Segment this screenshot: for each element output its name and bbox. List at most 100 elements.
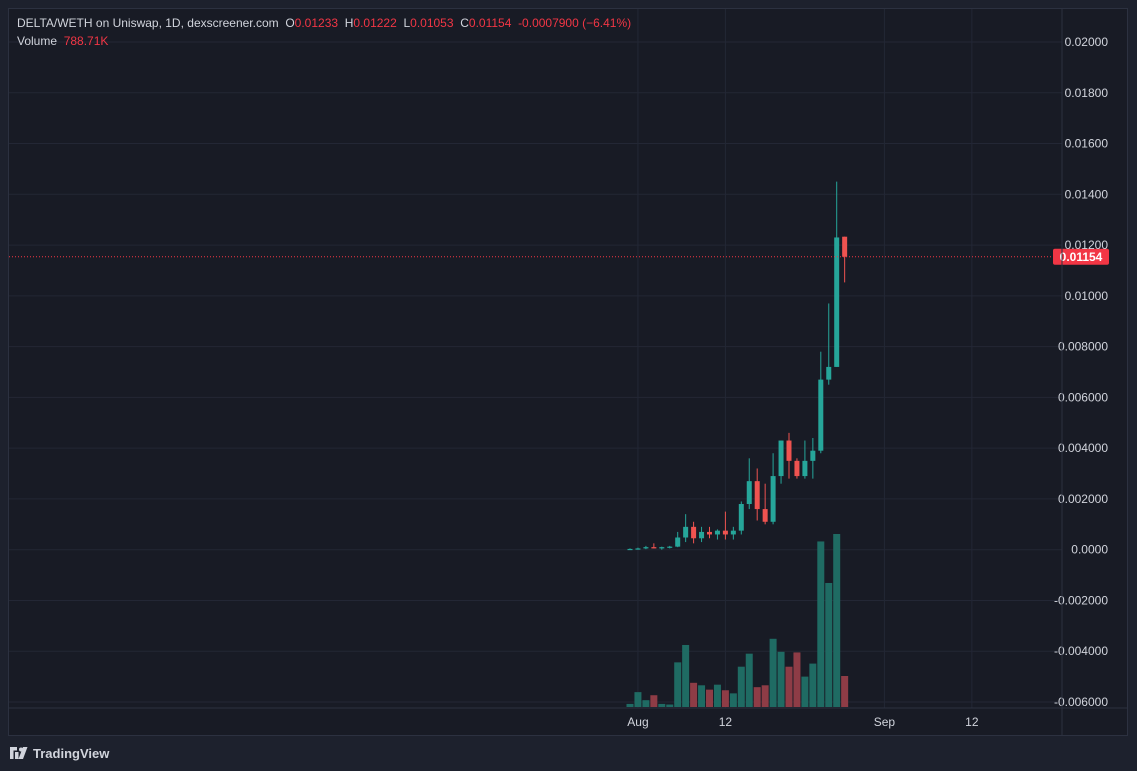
candle-body bbox=[643, 547, 649, 549]
candle-body bbox=[651, 547, 657, 549]
y-tick-label: 0.02000 bbox=[1065, 35, 1109, 49]
y-tick-label: -0.006000 bbox=[1054, 695, 1108, 709]
candle-body bbox=[691, 526, 697, 539]
candle-body bbox=[778, 440, 784, 477]
y-tick-label: -0.002000 bbox=[1054, 593, 1108, 607]
candle-body bbox=[627, 548, 633, 551]
candle-body bbox=[667, 546, 673, 548]
candle-body bbox=[722, 530, 728, 535]
volume-bar bbox=[753, 687, 761, 707]
y-tick-label: 0.002000 bbox=[1058, 492, 1108, 506]
volume-bar bbox=[690, 682, 698, 707]
candle-body bbox=[786, 440, 792, 461]
y-tick-label: 0.01200 bbox=[1065, 238, 1109, 252]
candle-body bbox=[794, 460, 800, 477]
volume-bar bbox=[626, 703, 634, 707]
candlestick-chart[interactable]: 0.01154 0.02000 0.01800 0.01600 0.01400 0.01… bbox=[8, 8, 1128, 736]
volume-bar bbox=[833, 534, 841, 707]
candle-body bbox=[738, 504, 744, 531]
candle-body bbox=[802, 460, 808, 477]
candle-body bbox=[762, 509, 768, 522]
volume-bar bbox=[666, 704, 674, 707]
chart-frame bbox=[8, 8, 1128, 736]
candle-body bbox=[707, 531, 712, 535]
y-tick-label: 0.006000 bbox=[1058, 390, 1108, 404]
open-value: 0.01233 bbox=[294, 16, 339, 30]
high-value: 0.01222 bbox=[353, 16, 397, 30]
candle-body bbox=[746, 481, 752, 504]
change-value: -0.0007900 (−6.41%) bbox=[518, 16, 632, 30]
volume-legend: Volume 788.71K bbox=[17, 34, 108, 48]
close-value: 0.01154 bbox=[468, 16, 512, 30]
volume-bar bbox=[658, 703, 666, 707]
tradingview-logo-icon bbox=[10, 747, 28, 759]
open-label: O bbox=[285, 16, 295, 30]
y-tick-label: 0.008000 bbox=[1058, 340, 1108, 354]
volume-bar bbox=[706, 689, 713, 707]
volume-bar bbox=[634, 692, 642, 707]
pair-title: DELTA/WETH on Uniswap, 1D, dexscreener.c… bbox=[17, 16, 279, 30]
tradingview-logo-text: TradingView bbox=[33, 745, 110, 761]
candle-body bbox=[635, 548, 641, 550]
volume-bar bbox=[825, 582, 833, 707]
volume-bar bbox=[841, 675, 849, 707]
candle-body bbox=[770, 476, 776, 522]
candle-body bbox=[754, 481, 760, 510]
volume-bar bbox=[793, 652, 801, 707]
volume-bar bbox=[785, 666, 793, 707]
candle-body bbox=[826, 366, 832, 380]
volume-bar bbox=[729, 693, 737, 707]
last-price-tag bbox=[1053, 248, 1109, 265]
candle-body bbox=[810, 450, 816, 461]
x-tick-label: Aug bbox=[627, 715, 648, 729]
axes: 0.02000 0.01800 0.01600 0.01400 0.01200 0.010… bbox=[9, 9, 1127, 735]
candle-body bbox=[675, 537, 681, 547]
candles[interactable] bbox=[627, 181, 848, 551]
grid bbox=[9, 9, 1062, 708]
volume-bar bbox=[650, 695, 658, 707]
candle-body bbox=[842, 236, 848, 257]
volume-bar bbox=[777, 651, 785, 707]
candle-body bbox=[818, 379, 824, 451]
last-price-label: 0.01154 bbox=[1060, 250, 1103, 264]
volume-bar bbox=[682, 644, 690, 707]
candle-body bbox=[683, 526, 689, 538]
y-tick-label: 0.004000 bbox=[1058, 441, 1108, 455]
volume-bar bbox=[801, 676, 809, 707]
close-label: C bbox=[460, 16, 469, 30]
volume-bar bbox=[721, 690, 729, 707]
volume-bar bbox=[698, 685, 706, 707]
volume-bar bbox=[769, 638, 777, 707]
candle-body bbox=[730, 530, 736, 535]
candle-body bbox=[714, 530, 720, 535]
candle-body bbox=[834, 237, 840, 367]
x-tick-label: 12 bbox=[719, 715, 733, 729]
volume-bars bbox=[626, 534, 849, 707]
volume-bar bbox=[809, 663, 817, 707]
low-label: L bbox=[403, 16, 411, 30]
candle-body bbox=[699, 531, 705, 539]
y-tick-label: 0.0000 bbox=[1071, 543, 1108, 557]
volume-bar bbox=[761, 685, 769, 707]
volume-bar bbox=[642, 700, 650, 707]
volume-bar bbox=[737, 666, 745, 707]
tradingview-logo[interactable]: TradingView bbox=[10, 744, 109, 762]
last-price-line: 0.01154 bbox=[9, 248, 1109, 265]
volume-value: 788.71K bbox=[63, 34, 109, 48]
y-tick-label: 0.01600 bbox=[1065, 137, 1109, 151]
volume-bar bbox=[745, 653, 753, 707]
x-tick-label: 12 bbox=[965, 715, 979, 729]
high-label: H bbox=[344, 16, 354, 30]
y-tick-label: 0.01400 bbox=[1065, 187, 1109, 201]
y-tick-label: 0.01000 bbox=[1065, 289, 1109, 303]
volume-bar bbox=[713, 684, 721, 707]
candle-body bbox=[659, 547, 665, 549]
low-value: 0.01053 bbox=[410, 16, 454, 30]
y-tick-label: 0.01800 bbox=[1065, 86, 1109, 100]
volume-bar bbox=[817, 541, 825, 707]
y-tick-label: -0.004000 bbox=[1054, 644, 1108, 658]
ohlc-legend: DELTA/WETH on Uniswap, 1D, dexscreener.c… bbox=[17, 16, 631, 30]
x-tick-label: Sep bbox=[874, 715, 896, 729]
volume-bar bbox=[674, 662, 682, 707]
volume-label: Volume bbox=[17, 34, 58, 48]
